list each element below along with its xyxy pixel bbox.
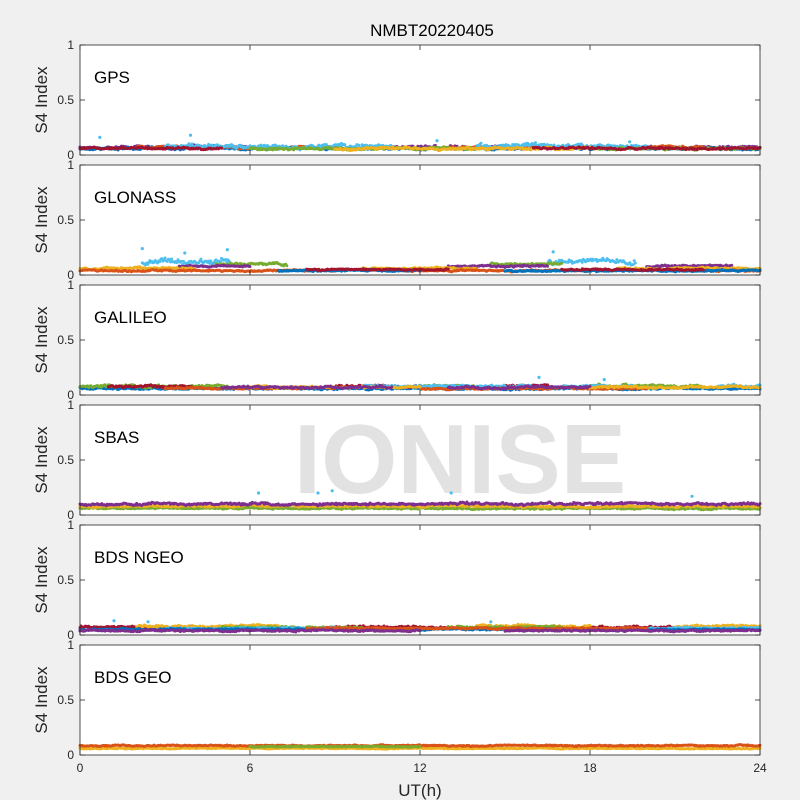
y-axis-label: S4 Index <box>32 66 51 134</box>
data-point <box>183 251 187 255</box>
data-point <box>163 256 167 260</box>
y-tick-label: 1 <box>67 38 74 52</box>
data-point <box>534 141 537 145</box>
data-point <box>628 140 632 144</box>
data-point <box>140 247 144 251</box>
y-tick-label: 0.5 <box>57 93 74 107</box>
data-point <box>170 257 174 261</box>
data-point <box>633 261 637 265</box>
y-axis-label: S4 Index <box>32 186 51 254</box>
data-point <box>551 250 555 254</box>
data-point <box>285 264 289 268</box>
data-point <box>248 265 252 268</box>
y-tick-label: 1 <box>67 158 74 172</box>
data-point <box>730 263 734 267</box>
panel-label: GPS <box>94 68 130 87</box>
figure-title: NMBT20220405 <box>370 21 494 40</box>
data-point <box>479 141 483 145</box>
data-point <box>446 267 450 271</box>
data-point <box>199 257 203 261</box>
data-point <box>220 146 224 150</box>
axes-background <box>80 45 760 155</box>
data-point <box>225 248 229 252</box>
data-point <box>701 268 705 272</box>
axes-background <box>80 285 760 395</box>
data-point <box>435 139 439 143</box>
axes-background <box>80 165 760 275</box>
data-point <box>98 135 102 139</box>
data-point <box>188 133 193 137</box>
data-point <box>580 260 584 264</box>
data-series <box>78 133 762 153</box>
data-point <box>343 143 347 147</box>
data-point <box>190 142 194 146</box>
data-point <box>546 264 549 268</box>
data-point <box>560 261 564 265</box>
panel-label: GLONASS <box>94 188 176 207</box>
y-tick-label: 0.5 <box>57 213 74 227</box>
